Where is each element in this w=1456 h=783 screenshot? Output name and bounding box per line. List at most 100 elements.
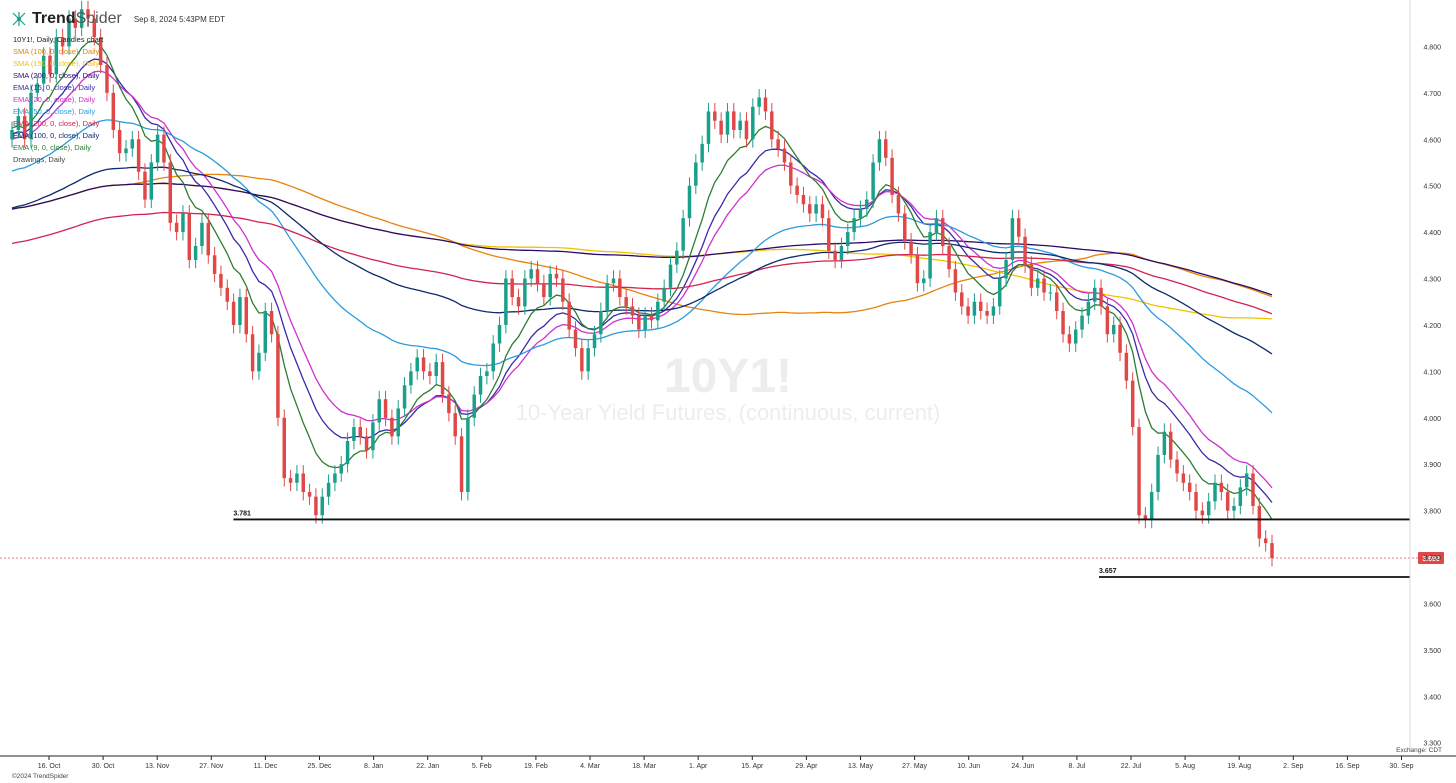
legend-item[interactable]: EMA (100, 0, close), Daily xyxy=(13,131,100,140)
candle-body xyxy=(1187,482,1192,493)
price-tick-label: 3.800 xyxy=(1423,509,1441,516)
time-tick-label: 27. May xyxy=(902,763,927,770)
candle-body xyxy=(396,408,400,437)
candle-body xyxy=(364,436,369,451)
candle-body xyxy=(257,352,261,372)
time-tick-label: 16. Sep xyxy=(1335,763,1359,770)
candle-body xyxy=(206,222,211,256)
time-tick-label: 8. Jul xyxy=(1069,763,1086,770)
legend-item[interactable]: SMA (200, 0, close), Daily xyxy=(13,71,100,80)
candle-body xyxy=(827,218,831,251)
candle-body xyxy=(390,417,394,437)
candle-body xyxy=(985,311,989,316)
candle-body xyxy=(339,464,343,474)
time-tick-label: 15. Apr xyxy=(741,763,764,770)
candle-body xyxy=(466,417,470,493)
candle-body xyxy=(1143,515,1148,520)
candle-body xyxy=(1061,311,1065,335)
legend-item[interactable]: EMA (20, 0, close), Daily xyxy=(13,95,96,104)
candle-body xyxy=(922,278,926,284)
candle-body xyxy=(510,278,514,298)
time-tick-label: 30. Sep xyxy=(1389,763,1413,770)
candle-body xyxy=(478,376,483,395)
legend-item[interactable]: EMA (50, 0, close), Daily xyxy=(13,107,96,116)
moving-average-line xyxy=(11,70,1273,489)
candle-body xyxy=(1206,501,1211,516)
candle-body xyxy=(371,422,375,451)
candle-body xyxy=(459,436,464,493)
legend-item[interactable]: SMA (100, 0, close), Daily xyxy=(13,47,100,56)
candle-body xyxy=(333,473,337,483)
candle-body xyxy=(238,297,242,325)
moving-average-line xyxy=(11,182,1273,320)
candle-body xyxy=(732,111,736,130)
legend-item[interactable]: SMA (150, 0, close), Daily xyxy=(13,59,100,68)
last-price-badge xyxy=(1418,551,1444,564)
candle-body xyxy=(1004,259,1008,279)
candle-body xyxy=(833,250,837,260)
moving-average-line xyxy=(11,182,1273,296)
candle-body xyxy=(884,139,888,158)
candle-body xyxy=(706,111,711,144)
candle-body xyxy=(542,283,546,298)
candle-body xyxy=(307,492,312,497)
candle-body xyxy=(54,37,59,75)
candle-body xyxy=(162,134,166,163)
price-tick-label: 4.400 xyxy=(1423,230,1441,237)
candle-body xyxy=(200,222,204,247)
candle-body xyxy=(22,116,27,140)
candle-body xyxy=(1010,218,1015,260)
candle-body xyxy=(181,213,185,233)
candle-body xyxy=(681,218,685,251)
candle-body xyxy=(434,362,438,376)
candle-body xyxy=(1086,301,1091,316)
candle-body xyxy=(402,385,407,409)
candle-body xyxy=(244,297,249,335)
candle-body xyxy=(282,417,287,479)
candle-body xyxy=(599,311,603,335)
brand-name: TrendSpider xyxy=(32,10,122,28)
candle-body xyxy=(789,162,793,186)
time-tick-label: 22. Jan xyxy=(416,763,439,770)
candle-body xyxy=(637,315,641,330)
candle-body xyxy=(548,273,552,298)
candle-body xyxy=(1156,454,1160,493)
price-tick-label: 4.200 xyxy=(1423,323,1441,330)
candle-body xyxy=(611,278,616,284)
candle-body xyxy=(1111,324,1116,335)
candle-body xyxy=(858,208,863,219)
legend-item[interactable]: EMA (9, 0, close), Daily xyxy=(13,143,91,152)
candle-body xyxy=(941,218,945,247)
candle-body xyxy=(991,306,996,316)
exchange-label: Exchange: CDT xyxy=(1396,747,1442,754)
candle-body xyxy=(586,348,590,372)
candle-body xyxy=(934,218,939,233)
candle-body xyxy=(485,371,489,376)
candle-body xyxy=(928,232,932,279)
price-tick-label: 3.300 xyxy=(1423,741,1441,748)
legend-item[interactable]: EMA (200, 0, close), Daily xyxy=(13,119,100,128)
legend-item[interactable]: 10Y1!, Daily, Candles chart xyxy=(13,35,104,44)
legend-item[interactable]: EMA (15, 0, close), Daily xyxy=(13,83,96,92)
indicator-legend[interactable]: 10Y1!, Daily, Candles chart SMA (100, 0, … xyxy=(13,34,103,166)
candle-body xyxy=(763,97,768,112)
candle-body xyxy=(415,357,419,372)
candle-body xyxy=(35,83,40,93)
candle-body xyxy=(592,334,597,349)
candle-body xyxy=(1042,278,1046,293)
candle-body xyxy=(1225,492,1230,511)
candle-body xyxy=(187,213,192,260)
candle-body xyxy=(909,241,913,256)
candle-body xyxy=(523,278,527,307)
candle-body xyxy=(738,120,742,130)
candle-body xyxy=(814,204,818,214)
moving-average-line xyxy=(11,211,1273,315)
candle-body xyxy=(16,116,21,130)
time-tick-label: 30. Oct xyxy=(92,763,115,770)
legend-item[interactable]: Drawings, Daily xyxy=(13,155,66,164)
candle-body xyxy=(776,139,780,149)
candle-body xyxy=(997,278,1002,307)
candle-body xyxy=(605,283,609,312)
candle-body xyxy=(301,473,305,493)
